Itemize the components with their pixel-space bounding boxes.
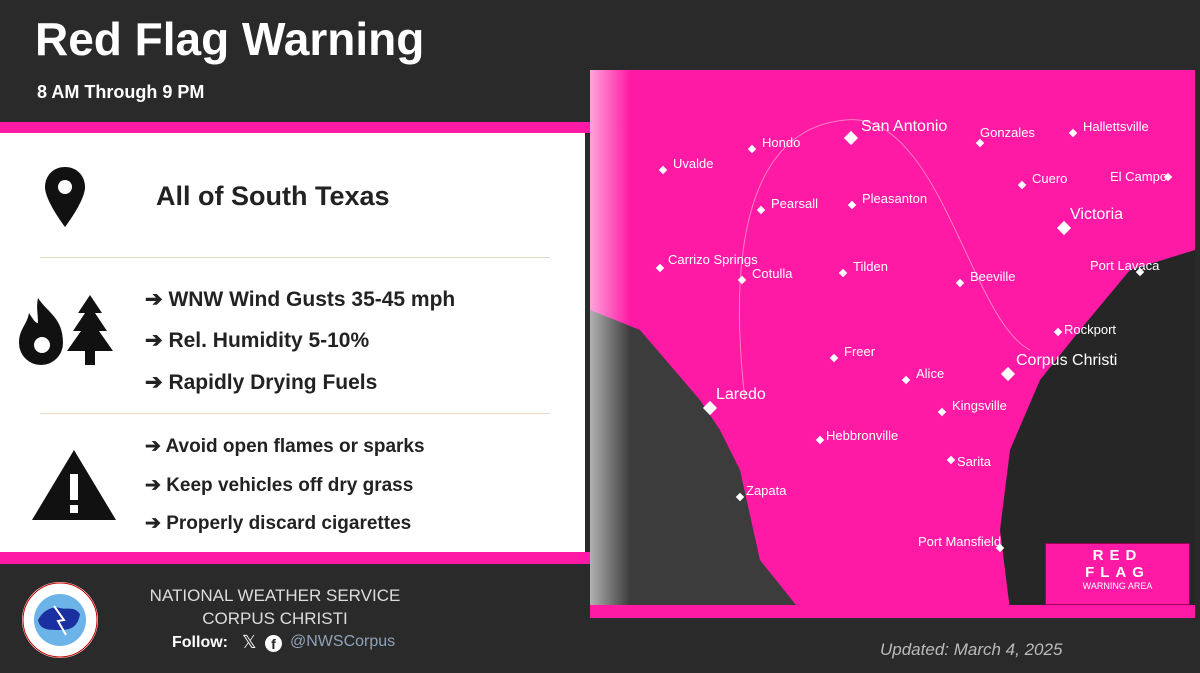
- city-label: Hallettsville: [1083, 119, 1149, 134]
- warning-map: [590, 70, 1195, 610]
- info-panel: All of South Texas ➔ WNW Wind Gusts 35-4…: [0, 133, 585, 553]
- mexico-land: [590, 310, 800, 610]
- city-label: El Campo: [1110, 169, 1168, 184]
- city-label: Hebbronville: [826, 428, 899, 443]
- city-label: Alice: [916, 366, 945, 381]
- city-label: Beeville: [970, 269, 1016, 284]
- gulf-water: [1000, 250, 1195, 610]
- precaution-flames: ➔ Avoid open flames or sparks: [145, 436, 425, 457]
- facebook-icon[interactable]: f: [265, 635, 282, 652]
- header-subtitle: 8 AM Through 9 PM: [37, 82, 205, 102]
- fire-tree-icon: [19, 295, 113, 365]
- divider: [40, 257, 550, 258]
- condition-fuels: ➔ Rapidly Drying Fuels: [145, 371, 378, 394]
- city-label: Hondo: [762, 135, 801, 150]
- city-label: Port Lavaca: [1090, 258, 1160, 273]
- social-handle[interactable]: @NWSCorpus: [290, 633, 396, 650]
- bottom-stripe: [0, 552, 590, 564]
- city-label: Cotulla: [752, 266, 793, 281]
- city-label: Carrizo Springs: [668, 252, 758, 267]
- warning-triangle-icon: [32, 450, 116, 520]
- org-name: NATIONAL WEATHER SERVICE: [149, 586, 401, 605]
- map-pin-icon: [45, 167, 85, 227]
- condition-wind: ➔ WNW Wind Gusts 35-45 mph: [145, 288, 456, 311]
- precaution-cigarettes: ➔ Properly discard cigarettes: [145, 513, 412, 534]
- legend-red: RED: [1092, 547, 1143, 564]
- city-label: Corpus Christi: [1016, 352, 1118, 369]
- city-label: Laredo: [716, 386, 766, 403]
- follow-label: Follow:: [172, 634, 228, 651]
- updated-date: Updated: March 4, 2025: [880, 640, 1063, 659]
- city-label: Kingsville: [952, 398, 1007, 413]
- city-label: Cuero: [1032, 171, 1068, 186]
- city-label: Rockport: [1064, 322, 1117, 337]
- city-label: Pleasanton: [862, 191, 928, 206]
- city-label: Freer: [844, 344, 876, 359]
- legend-flag: FLAG: [1085, 564, 1150, 581]
- divider: [40, 413, 550, 414]
- map-legend: RED FLAG WARNING AREA: [1045, 543, 1190, 605]
- city-label: Victoria: [1070, 206, 1124, 223]
- top-stripe: [0, 122, 590, 133]
- header-title: Red Flag Warning: [35, 13, 425, 65]
- legend-warning-area: WARNING AREA: [1082, 581, 1153, 591]
- city-label: Pearsall: [771, 196, 818, 211]
- city-label: Gonzales: [980, 125, 1035, 140]
- condition-humidity: ➔ Rel. Humidity 5-10%: [145, 329, 370, 352]
- nws-logo: [22, 582, 98, 658]
- city-label: San Antonio: [861, 118, 948, 135]
- x-icon[interactable]: 𝕏: [242, 632, 257, 652]
- city-label: Sarita: [957, 454, 991, 469]
- map-bottom-stripe: [590, 605, 1195, 618]
- city-label: Tilden: [853, 259, 888, 274]
- precaution-vehicles: ➔ Keep vehicles off dry grass: [145, 475, 414, 496]
- city-label: Uvalde: [673, 156, 714, 171]
- location-text: All of South Texas: [156, 181, 390, 211]
- office-name: CORPUS CHRISTI: [202, 609, 348, 628]
- map-shapes: [590, 70, 1195, 610]
- city-label: Zapata: [746, 483, 787, 498]
- city-label: Port Mansfield: [918, 534, 1002, 549]
